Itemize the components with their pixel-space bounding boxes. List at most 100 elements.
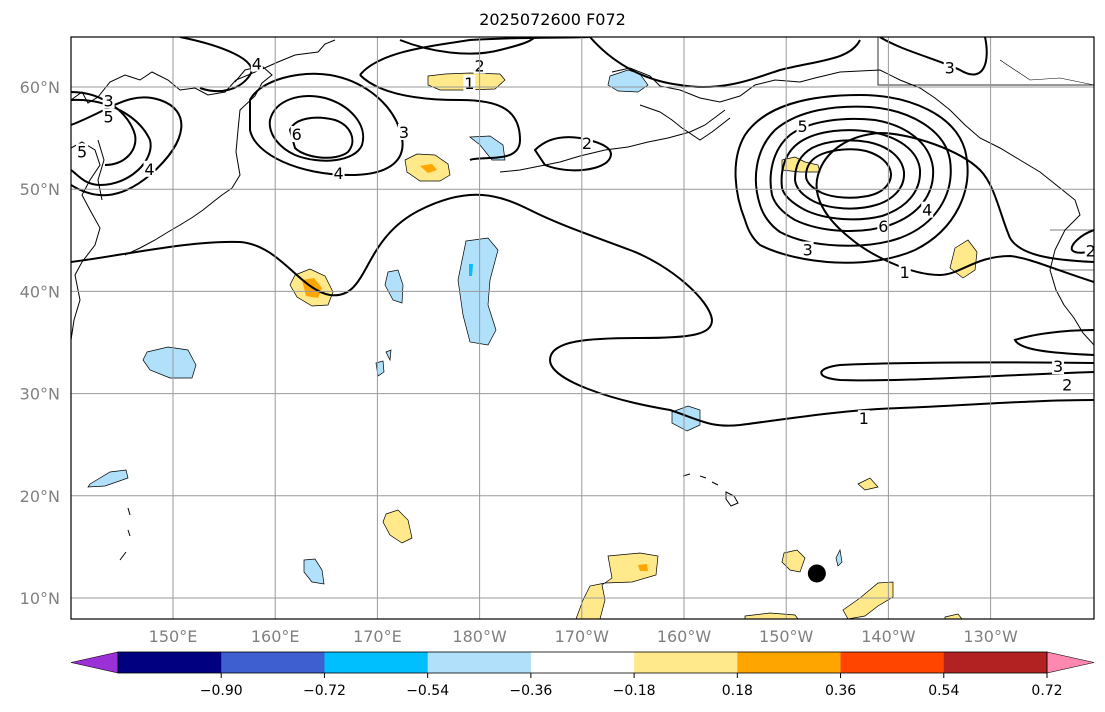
negative-anomaly-patch: [835, 548, 843, 567]
lon-axis: 150°E 160°E 170°E 180°W 170°W 160°W 150°W 140°W…: [149, 627, 1018, 646]
lat-tick-label: 50°N: [20, 180, 60, 199]
contour-label-bg: [857, 410, 870, 427]
contour-line-big-2: [754, 105, 952, 247]
positive-anomaly-patch: [781, 156, 821, 173]
contour-label-bg: [877, 218, 890, 235]
contour-line-1f: [533, 136, 612, 172]
contour-line-2: [399, 37, 536, 55]
negative-anomaly-patch: [385, 349, 392, 362]
lat-tick-label: 10°N: [20, 589, 60, 608]
positive-anomaly-patch: [420, 164, 437, 173]
contour-line-big-1: [734, 93, 969, 264]
plot-frame: [70, 36, 1095, 620]
contour-label-bg: [143, 160, 156, 177]
lon-tick-label: 150°E: [149, 627, 198, 646]
contour-line-4d: [179, 37, 253, 93]
kuril-islands: [124, 187, 233, 256]
hawaii-islands: [682, 473, 739, 507]
contour-label-bg: [102, 108, 115, 125]
contour-label: 5: [77, 142, 87, 161]
contour-label: 6: [878, 217, 888, 236]
lat-tick-label: 20°N: [20, 487, 60, 506]
contour-label: 3: [803, 241, 813, 260]
lat-tick-label: 30°N: [20, 385, 60, 404]
contour-line-1e: [359, 74, 522, 161]
gridlines: [71, 37, 1094, 619]
asia-coastline: [71, 39, 336, 104]
contour-line-1b: [815, 131, 1094, 283]
contour-line-big-5: [793, 139, 906, 210]
okhotsk-coastline: [71, 141, 101, 341]
contour-label: 6: [292, 125, 302, 144]
wake-midway: [119, 507, 131, 561]
contour-label-bg: [796, 117, 809, 134]
contour-label: 4: [252, 55, 262, 74]
positive-anomaly-patch: [949, 239, 978, 279]
aleutian-islands: [499, 109, 726, 173]
positive-anomaly-patch: [575, 552, 659, 619]
contour-line-1: [71, 193, 1094, 427]
lon-tick-label: 170°W: [555, 627, 610, 646]
lon-tick-label: 140°W: [861, 627, 916, 646]
lon-tick-label: 170°E: [353, 627, 402, 646]
negative-anomaly-patch: [384, 269, 404, 304]
location-marker: [807, 564, 826, 583]
positive-anomaly-patch: [382, 509, 413, 544]
negative-anomaly-patch: [142, 346, 197, 379]
contour-label-bg: [943, 59, 956, 76]
contour-line-1c: [71, 96, 183, 197]
contour-line-big-3: [769, 117, 935, 233]
positive-anomaly-patch: [638, 564, 648, 571]
positive-anomaly-patch: [944, 613, 963, 619]
contour-label: 1: [859, 409, 869, 428]
contour-line-big-6: [804, 148, 893, 199]
contour-line-4c: [71, 91, 137, 166]
contour-label-bg: [290, 126, 303, 143]
sakhalin-coastline: [97, 139, 105, 201]
lon-tick-label: 160°W: [657, 627, 712, 646]
negative-anomaly-patch: [303, 558, 325, 585]
contour-label: 3: [945, 59, 955, 78]
contour-label: 3: [1053, 357, 1063, 376]
lat-tick-label: 60°N: [20, 78, 60, 97]
contour-label: 1: [464, 74, 474, 93]
contour-label-bg: [580, 135, 593, 152]
contour-label-bg: [921, 201, 934, 218]
lat-tick-label: 40°N: [20, 282, 60, 301]
contour-label-bg: [898, 264, 911, 281]
coastlines: [71, 37, 1094, 561]
contour-label: 3: [399, 123, 409, 142]
anomaly-shading: [87, 69, 978, 619]
contour-label-bg: [76, 143, 89, 160]
positive-anomaly-patch: [857, 477, 879, 491]
contour-label: 2: [1062, 375, 1072, 394]
contour-line-big-4: [780, 129, 922, 221]
contour-line-4a: [268, 95, 365, 162]
contour-label: 4: [922, 201, 932, 220]
contour-label-bg: [801, 241, 814, 258]
lon-tick-label: 150°W: [759, 627, 814, 646]
contour-label: 4: [333, 164, 343, 183]
contours: [71, 37, 1094, 427]
lon-tick-label: 160°E: [251, 627, 300, 646]
positive-anomaly-patch: [781, 549, 806, 573]
positive-anomaly-patch: [842, 581, 894, 619]
negative-anomaly-patch: [87, 469, 129, 488]
contour-line-3d: [1013, 329, 1094, 356]
contour-label-bg: [332, 164, 345, 181]
contour-label-bg: [1052, 358, 1065, 375]
positive-anomaly-patch: [744, 612, 799, 619]
inset-box: [877, 37, 1094, 86]
contour-label: 3: [104, 91, 114, 110]
contour-line-2b: [589, 37, 861, 89]
contour-label-bg: [250, 55, 263, 72]
alaska-coastline: [611, 67, 1081, 251]
west-coast-na: [1049, 249, 1094, 346]
contour-label-bg: [397, 123, 410, 140]
page-title: 2025072600 F072: [479, 10, 626, 29]
contour-label: 2: [1086, 242, 1096, 261]
contour-label-bg: [102, 92, 115, 109]
lon-tick-label: 130°W: [963, 627, 1018, 646]
